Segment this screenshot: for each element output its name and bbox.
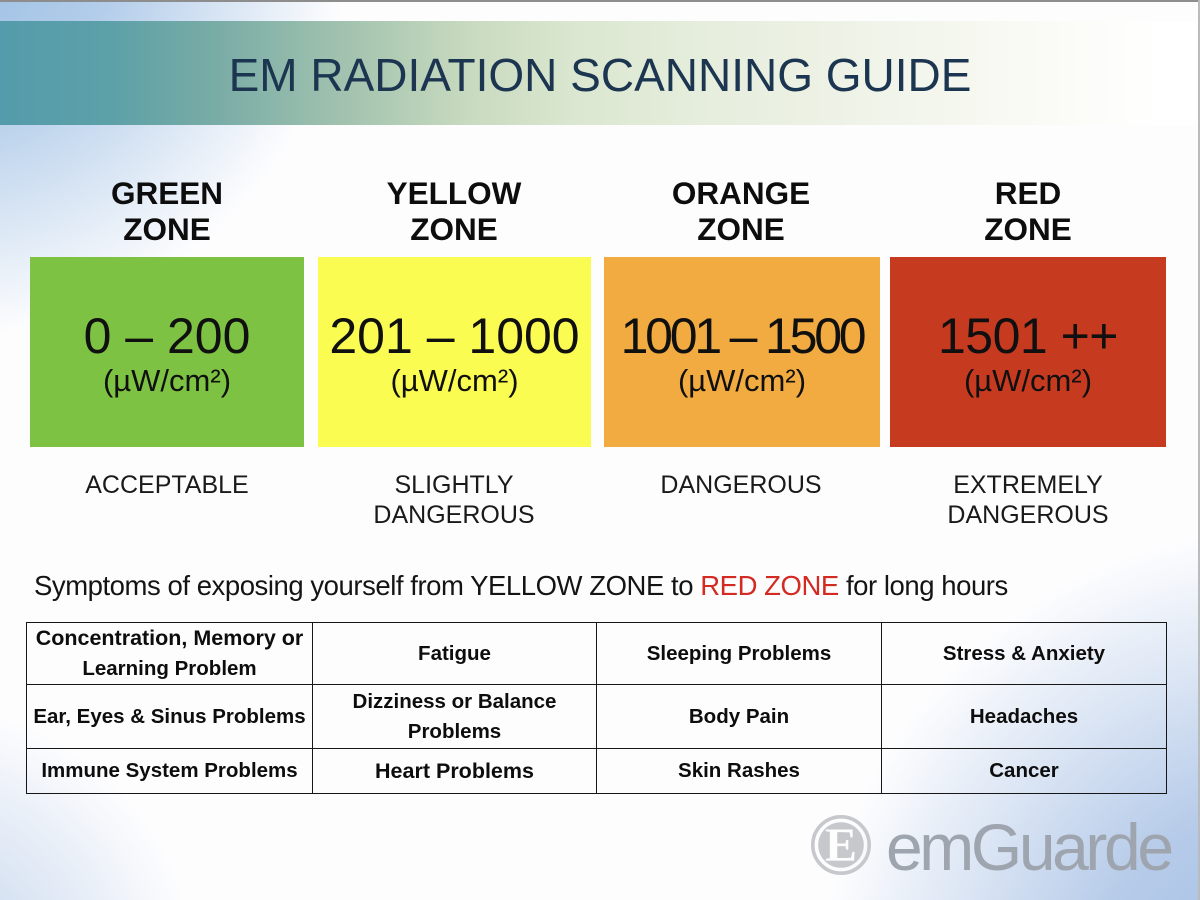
svg-text:E: E: [825, 819, 857, 872]
